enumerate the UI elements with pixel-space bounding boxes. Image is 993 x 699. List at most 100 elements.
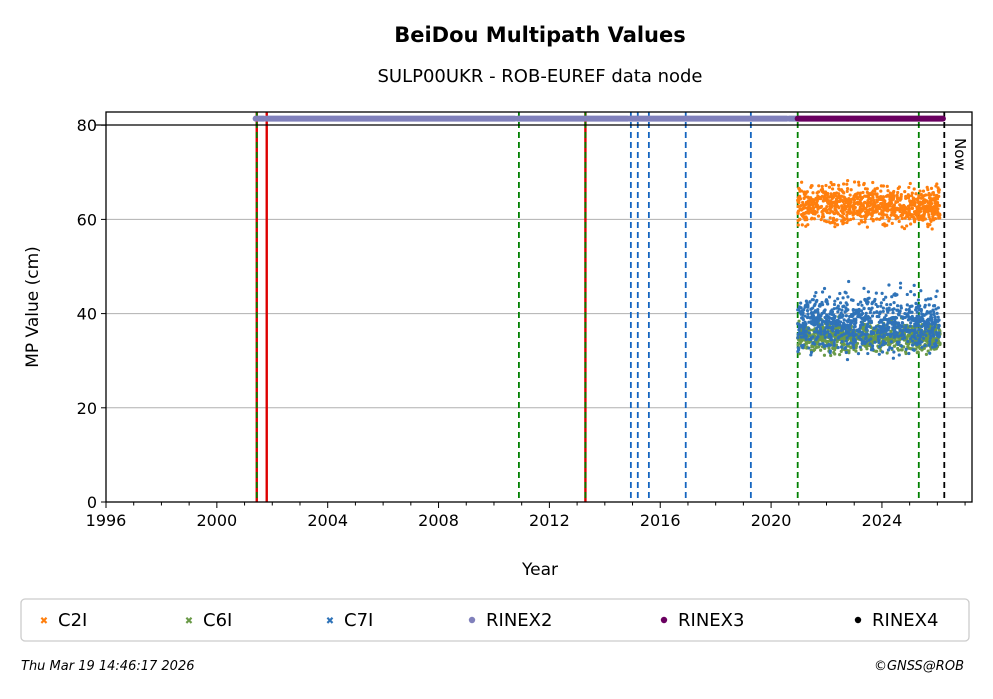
point-c2i [905,214,909,218]
point-c2i [893,210,897,214]
point-c2i [838,199,842,203]
point-c7i [906,339,910,344]
point-c7i [801,330,805,334]
legend-marker-icon [854,616,862,624]
point-c7i [798,331,802,335]
point-c7i [891,317,895,321]
point-c7i [927,321,931,325]
point-c7i [859,309,864,313]
point-c7i [866,351,870,356]
point-c7i [931,330,935,335]
point-c2i [899,192,903,197]
point-c2i [816,214,821,218]
point-c7i [845,323,850,327]
point-c2i [919,196,923,200]
point-c7i [843,310,847,314]
point-c7i [874,291,878,295]
point-c2i [926,225,930,229]
point-c7i [880,343,884,347]
point-c7i [837,335,841,339]
point-c7i [918,334,923,339]
point-c7i [878,331,883,335]
x-tick-label: 2016 [640,511,681,530]
point-c7i [926,329,930,333]
point-c7i [907,307,911,312]
point-c7i [832,302,837,307]
point-c7i [842,318,846,322]
point-c7i [928,351,932,355]
timestamp: Thu Mar 19 14:46:17 2026 [21,659,195,674]
point-c2i [913,212,917,216]
point-c7i [891,356,895,360]
point-c7i [930,326,935,330]
point-c7i [937,324,941,328]
point-c2i [892,213,896,217]
legend-marker-icon [660,616,668,624]
point-c7i [807,326,811,330]
point-c2i [879,197,883,201]
point-c7i [931,304,936,308]
point-c7i [868,342,872,346]
point-c7i [799,306,803,310]
point-c7i [906,312,910,316]
point-c7i [903,311,907,316]
point-c7i [843,327,847,331]
point-c2i [932,193,936,197]
point-c2i [910,206,915,210]
point-c7i [816,308,820,312]
point-c2i [877,217,882,222]
point-c7i [887,308,891,312]
point-c2i [822,190,826,194]
legend-marker-icon: ✖ [326,616,334,627]
point-c2i [918,208,922,212]
point-c2i [938,216,942,220]
point-c7i [934,294,938,299]
point-c2i [851,203,856,208]
x-tick-label: 2000 [196,511,237,530]
y-tick-label: 80 [77,116,97,135]
point-c2i [856,180,861,184]
point-c6i [833,348,837,352]
point-c2i [909,203,914,207]
point-c7i [879,301,883,305]
point-c7i [934,338,939,342]
point-c7i [816,310,820,315]
point-c6i [905,336,909,340]
point-c2i [882,222,886,226]
point-c2i [867,193,871,197]
point-c2i [857,212,862,216]
point-c2i [841,215,845,219]
point-c7i [909,321,913,325]
point-c2i [925,185,929,189]
point-c6i [887,339,891,344]
now-label: Now [951,138,969,171]
point-c7i [930,318,934,322]
point-c2i [846,179,850,183]
point-c2i [865,204,870,208]
point-c7i [803,314,807,318]
point-c7i [862,286,866,291]
point-c2i [821,212,825,216]
point-c7i [828,326,832,330]
point-c2i [935,193,939,198]
point-c7i [935,311,939,315]
point-c7i [899,304,903,308]
point-c7i [937,332,941,336]
point-c7i [857,307,861,312]
point-c7i [869,337,873,341]
point-c7i [934,343,939,348]
point-c7i [816,319,820,324]
point-c7i [936,306,940,310]
point-c7i [881,339,885,344]
point-c7i [899,344,904,348]
point-c7i [852,318,856,322]
point-c2i [865,187,869,191]
point-c7i [926,297,930,301]
point-c2i [888,197,892,202]
point-c2i [900,207,904,212]
point-c7i [862,306,866,310]
point-c7i [818,302,822,307]
point-c2i [880,201,884,205]
point-c2i [887,201,891,205]
point-c7i [916,298,921,302]
